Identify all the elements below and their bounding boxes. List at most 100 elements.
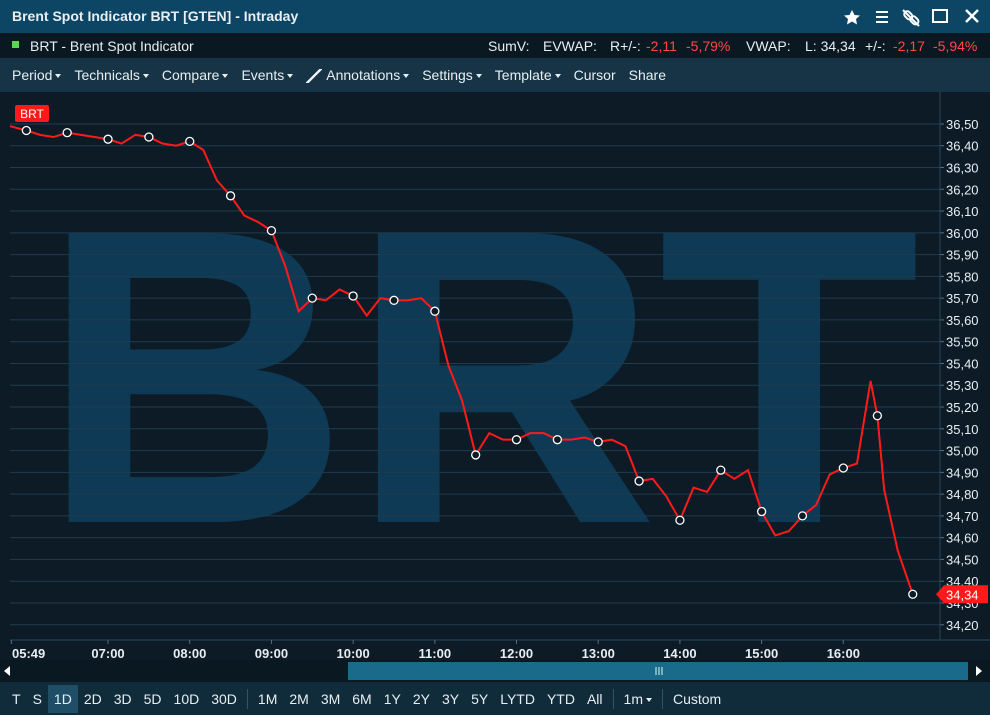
toolbar: Period Technicals Compare Events Annotations… <box>0 58 990 92</box>
toolbar-label: Technicals <box>74 67 140 83</box>
window-controls <box>844 9 979 27</box>
price-marker <box>185 136 195 147</box>
range-button[interactable]: 3D <box>113 690 132 707</box>
scroll-right[interactable] <box>976 666 982 676</box>
toolbar-button[interactable]: Share <box>629 67 666 83</box>
x-tick-label: 11:00 <box>419 646 452 660</box>
series-tag-label: BRT <box>20 107 44 121</box>
range-button[interactable]: 2M <box>289 690 309 707</box>
price-marker <box>389 295 399 305</box>
range-button[interactable]: 3Y <box>441 690 460 707</box>
price-marker <box>908 589 918 599</box>
toolbar-label: Settings <box>422 67 473 83</box>
toolbar-button[interactable]: Template <box>495 67 561 83</box>
y-tick-label: 34,60 <box>946 531 979 546</box>
range-button[interactable]: LYTD <box>500 690 535 707</box>
chart: BRT34,2034,3034,4034,5034,6034,7034,8034… <box>0 92 990 660</box>
x-tick-label: 09:00 <box>255 646 288 660</box>
menu-button[interactable] <box>876 11 888 23</box>
evwap-label: EVWAP: <box>543 38 597 54</box>
dropdown-caret <box>475 74 482 79</box>
favorite-button[interactable] <box>844 10 860 25</box>
last-price: L: 34,34 <box>805 38 856 54</box>
range-button[interactable]: YTD <box>546 690 575 707</box>
price-marker <box>144 132 154 142</box>
toolbar-button[interactable]: Annotations <box>306 67 410 84</box>
x-tick-label: 13:00 <box>582 646 615 660</box>
price-marker <box>307 293 317 303</box>
dropdown-caret <box>287 74 294 79</box>
x-tick-label: 15:00 <box>745 646 778 660</box>
dropdown-caret <box>554 74 561 79</box>
unlink-button[interactable] <box>902 9 920 27</box>
separator <box>661 688 663 709</box>
r-pct: -5,79% <box>686 38 731 54</box>
y-tick-label: 35,80 <box>946 269 979 284</box>
price-marker <box>511 435 522 445</box>
y-tick-label: 34,80 <box>946 487 979 502</box>
range-button[interactable]: 5Y <box>471 690 489 707</box>
toolbar-button[interactable]: Cursor <box>574 67 616 83</box>
plot-background <box>0 92 990 660</box>
range-button[interactable]: 5D <box>143 690 162 707</box>
dropdown-caret <box>142 74 149 79</box>
price-line <box>9 125 914 595</box>
instrument: BRT - Brent Spot Indicator <box>30 38 194 54</box>
title-bar: Brent Spot Indicator BRT [GTEN] - Intrad… <box>0 0 990 33</box>
toolbar-button[interactable]: Technicals <box>74 67 149 83</box>
last-price-label: 34,34 <box>946 587 979 602</box>
x-tick-label: 16:00 <box>827 646 860 660</box>
toolbar-button[interactable]: Settings <box>422 67 482 83</box>
window-title: Brent Spot Indicator BRT [GTEN] - Intrad… <box>12 8 299 24</box>
x-tick-label: 08:00 <box>173 646 206 660</box>
range-button[interactable]: 1m <box>618 685 658 713</box>
price-marker <box>471 450 481 460</box>
close-button[interactable] <box>965 9 979 23</box>
annotation-icon <box>306 69 323 84</box>
watermark: BRT <box>40 143 920 612</box>
last-price-tag <box>936 585 988 604</box>
info-row: BRT - Brent Spot Indicator SumV: EVWAP: … <box>0 33 990 58</box>
series-tag <box>15 105 49 122</box>
y-tick-label: 34,70 <box>946 509 979 524</box>
range-button[interactable]: 30D <box>211 690 237 707</box>
range-button[interactable]: 1D <box>47 684 78 713</box>
range-button[interactable]: All <box>586 690 603 707</box>
vwap-label: VWAP: <box>746 38 791 54</box>
price-marker <box>225 191 236 201</box>
r-change: -2,11 <box>646 38 677 54</box>
toolbar-button[interactable]: Compare <box>162 67 229 83</box>
y-tick-label: 36,30 <box>946 161 979 176</box>
price-marker <box>348 291 358 301</box>
price-marker <box>716 465 726 475</box>
x-tick-label: 12:00 <box>500 646 533 660</box>
toolbar-label: Share <box>628 67 666 83</box>
toolbar-button[interactable]: Events <box>241 67 294 83</box>
y-tick-label: 35,90 <box>946 248 979 263</box>
y-tick-label: 35,10 <box>946 422 979 437</box>
y-tick-label: 35,60 <box>946 313 979 328</box>
price-marker <box>838 463 848 473</box>
range-button[interactable]: 1Y <box>383 690 401 707</box>
maximize-button[interactable] <box>932 9 948 23</box>
range-button[interactable]: 6M <box>352 690 372 707</box>
range-button[interactable]: 2D <box>83 690 102 707</box>
scroll-thumb[interactable] <box>348 662 968 680</box>
x-tick-label: 07:00 <box>91 646 124 660</box>
y-tick-label: 35,70 <box>946 291 979 306</box>
toolbar-button[interactable]: Period <box>12 67 62 83</box>
range-button[interactable]: T <box>12 690 21 707</box>
range-button[interactable]: Custom <box>672 690 722 707</box>
range-button[interactable]: 2Y <box>412 690 430 707</box>
price-marker <box>675 515 685 525</box>
range-button[interactable]: 1M <box>257 690 278 707</box>
change-label: +/-: <box>865 38 886 54</box>
scroll-left[interactable] <box>4 666 10 676</box>
change-pct: -5,94% <box>933 38 978 54</box>
range-button[interactable]: 3M <box>320 690 341 707</box>
range-button[interactable]: 10D <box>173 690 200 707</box>
range-button[interactable]: S <box>32 690 42 707</box>
y-tick-label: 36,00 <box>946 226 979 241</box>
